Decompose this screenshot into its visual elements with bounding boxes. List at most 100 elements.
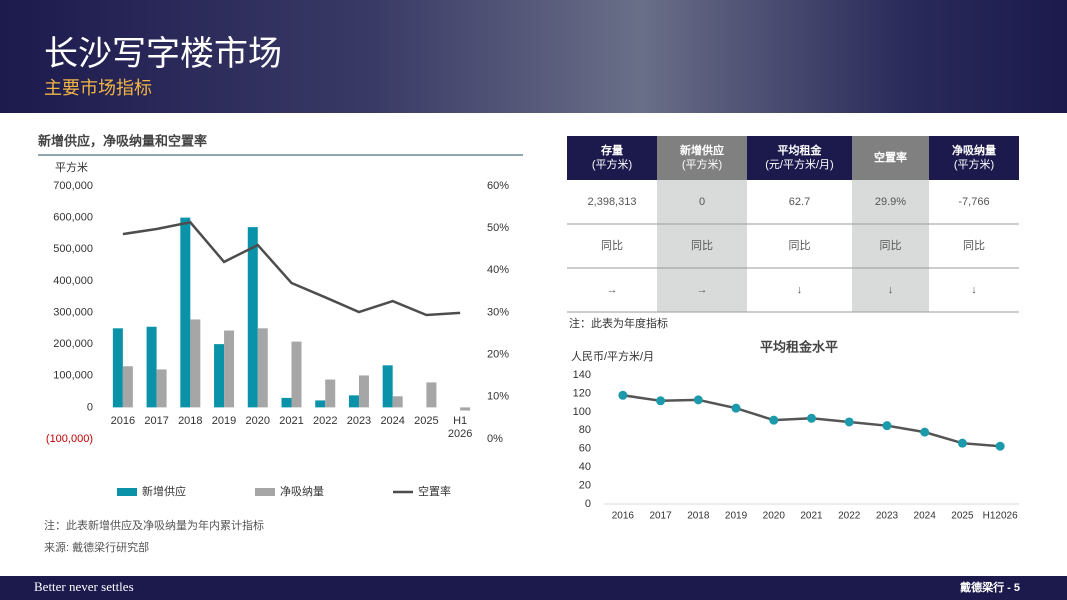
table-header-cell bbox=[852, 136, 929, 180]
rent-marker bbox=[731, 403, 741, 413]
y-tick-label: 700,000 bbox=[53, 180, 93, 192]
rent-marker bbox=[995, 441, 1005, 451]
table-cell: → bbox=[697, 284, 708, 296]
table-header-unit: (平方米) bbox=[682, 157, 722, 171]
x-tick-label: 2017 bbox=[649, 511, 672, 522]
table-cell: ↓ bbox=[888, 284, 894, 296]
y-tick-label: 60 bbox=[579, 443, 591, 455]
x-tick-label: 2024 bbox=[380, 415, 404, 427]
bar bbox=[291, 341, 302, 408]
rent-marker bbox=[769, 415, 779, 425]
table-header-unit: (平方米) bbox=[954, 157, 994, 171]
bar bbox=[146, 326, 157, 408]
y-tick-label: 200,000 bbox=[53, 338, 93, 350]
table-cell: 同比 bbox=[789, 239, 811, 252]
legend-label: 净吸纳量 bbox=[280, 484, 324, 498]
bar bbox=[112, 328, 123, 408]
table-cell: 同比 bbox=[601, 239, 623, 252]
table-header-name: 空置率 bbox=[874, 150, 907, 164]
bar bbox=[190, 319, 201, 408]
rent-marker bbox=[844, 417, 854, 427]
y2-tick-label: 0% bbox=[487, 433, 503, 445]
y-tick-label: 400,000 bbox=[53, 275, 93, 287]
rent-marker bbox=[656, 396, 666, 406]
table-cell: -7,766 bbox=[958, 196, 989, 208]
y-tick-label: 100,000 bbox=[53, 370, 93, 382]
x-tick-label: 2018 bbox=[687, 511, 710, 522]
y2-tick-label: 40% bbox=[487, 264, 509, 276]
y-tick-label: 100 bbox=[573, 406, 591, 418]
y2-tick-label: 10% bbox=[487, 391, 509, 403]
y-axis-label: 平方米 bbox=[55, 160, 88, 174]
footer-bar bbox=[0, 576, 1067, 600]
bar bbox=[460, 407, 471, 411]
x-tick-label: 2021 bbox=[279, 415, 303, 427]
bar bbox=[214, 344, 225, 408]
page-number: 戴德梁行 - 5 bbox=[960, 580, 1020, 594]
bar bbox=[281, 397, 292, 408]
table-shaded-column bbox=[852, 180, 929, 312]
chart-title: 平均租金水平 bbox=[760, 339, 838, 354]
legend-label: 空置率 bbox=[418, 484, 451, 498]
table-header-name: 存量 bbox=[601, 143, 623, 157]
table-cell: 0 bbox=[699, 196, 705, 208]
rent-marker bbox=[957, 438, 967, 448]
table-cell: 同比 bbox=[963, 239, 985, 252]
x-tick-label: 2024 bbox=[914, 511, 937, 522]
bar bbox=[426, 382, 437, 408]
page-title: 长沙写字楼市场 bbox=[44, 35, 282, 73]
bar bbox=[348, 395, 359, 408]
legend-swatch bbox=[117, 488, 137, 496]
table-header-cell bbox=[929, 136, 1019, 180]
table-note: 注：此表为年度指标 bbox=[569, 316, 668, 330]
rent-marker bbox=[920, 427, 930, 437]
x-tick-label: 2019 bbox=[212, 415, 236, 427]
x-tick-label: 2016 bbox=[111, 415, 135, 427]
x-tick-label: 2020 bbox=[763, 511, 786, 522]
table-cell: ↓ bbox=[971, 284, 977, 296]
x-tick-label: 2019 bbox=[725, 511, 748, 522]
y-tick-label: 0 bbox=[87, 401, 93, 413]
y-tick-label: 40 bbox=[579, 461, 591, 473]
bar bbox=[180, 217, 191, 408]
y-tick-label: 500,000 bbox=[53, 243, 93, 255]
table-shaded-column bbox=[657, 180, 747, 312]
y-tick-label: 20 bbox=[579, 479, 591, 491]
table-header-name: 净吸纳量 bbox=[952, 143, 996, 157]
y2-tick-label: 20% bbox=[487, 349, 509, 361]
rent-marker bbox=[618, 390, 628, 400]
table-header-unit: (平方米) bbox=[592, 157, 632, 171]
page-subtitle: 主要市场指标 bbox=[44, 78, 152, 98]
legend-swatch bbox=[255, 488, 275, 496]
x-tick-label: 2018 bbox=[178, 415, 202, 427]
table-cell: 29.9% bbox=[875, 196, 906, 208]
y-tick-label: (100,000) bbox=[46, 433, 93, 445]
header-banner bbox=[0, 0, 1067, 113]
bar bbox=[247, 227, 258, 408]
chart-title: 新增供应，净吸纳量和空置率 bbox=[38, 133, 207, 148]
bar bbox=[224, 330, 235, 408]
y2-tick-label: 50% bbox=[487, 222, 509, 234]
x-tick-label: 2023 bbox=[876, 511, 899, 522]
bar bbox=[156, 369, 167, 408]
footer-slogan: Better never settles bbox=[34, 579, 134, 594]
y-axis-label: 人民币/平方米/月 bbox=[571, 349, 654, 363]
bar bbox=[358, 375, 369, 408]
rent-marker bbox=[693, 395, 703, 405]
bar bbox=[392, 396, 403, 408]
bar bbox=[315, 400, 326, 408]
table-cell: → bbox=[607, 284, 618, 296]
table-header-cell bbox=[747, 136, 852, 180]
table-header-unit: (元/平方米/月) bbox=[765, 157, 833, 171]
bar bbox=[257, 328, 268, 408]
x-tick-label: 2025 bbox=[414, 415, 438, 427]
legend-label: 新增供应 bbox=[142, 484, 186, 498]
table-cell: 2,398,313 bbox=[588, 196, 637, 208]
x-tick-label: 2017 bbox=[144, 415, 168, 427]
note: 注：此表新增供应及净吸纳量为年内累计指标 bbox=[44, 518, 264, 532]
y-tick-label: 140 bbox=[573, 369, 591, 381]
bar bbox=[325, 379, 336, 408]
x-tick-label: 2023 bbox=[347, 415, 371, 427]
